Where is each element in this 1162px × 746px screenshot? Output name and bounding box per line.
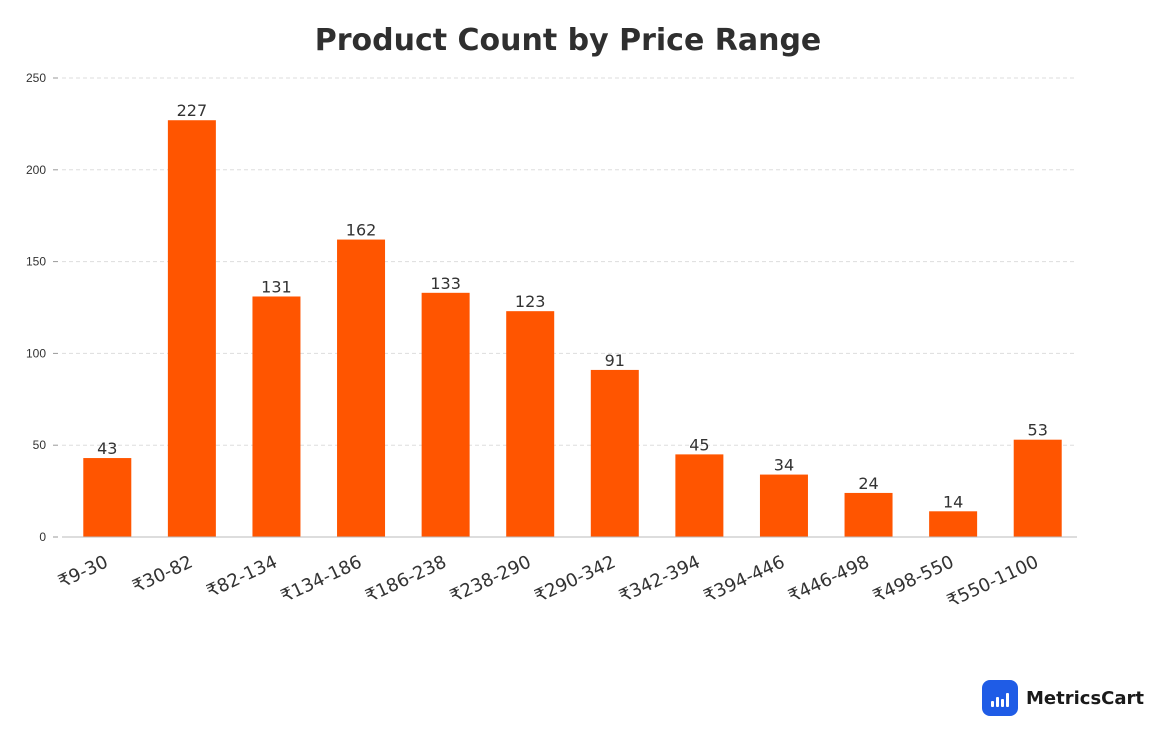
- data-label: 34: [774, 456, 794, 475]
- data-label: 14: [943, 492, 963, 511]
- y-tick-label: 50: [33, 438, 47, 452]
- y-tick-label: 250: [26, 71, 46, 85]
- y-tick-label: 150: [26, 255, 46, 269]
- y-tick-label: 200: [26, 163, 46, 177]
- x-tick-label: ₹342-394: [616, 551, 703, 607]
- data-label: 162: [346, 221, 377, 240]
- x-tick-label: ₹82-134: [204, 551, 281, 602]
- bar: [252, 296, 301, 537]
- data-label: 43: [97, 439, 117, 458]
- data-label: 131: [261, 277, 292, 296]
- bar: [1013, 439, 1062, 537]
- bar: [675, 454, 724, 537]
- data-label: 91: [605, 351, 625, 370]
- data-label: 123: [515, 292, 546, 311]
- x-tick-label: ₹394-446: [701, 551, 788, 607]
- data-labels: 43 227 131 162 133 123 91 45 34 24 14 53: [97, 101, 1048, 511]
- bar: [590, 369, 639, 537]
- x-tick-label: ₹550-1100: [944, 551, 1042, 612]
- gridlines: [62, 77, 1077, 446]
- brand-name: MetricsCart: [1026, 687, 1144, 709]
- x-tick-label: ₹9-30: [55, 551, 111, 592]
- data-label: 53: [1028, 421, 1048, 440]
- bar-chart-icon: [982, 680, 1018, 716]
- x-axis: ₹9-30 ₹30-82 ₹82-134₹134-186₹186-238₹238-2…: [55, 536, 1077, 612]
- x-tick-label: ₹238-290: [447, 551, 534, 607]
- y-tick-label: 100: [26, 346, 46, 360]
- x-tick-label: ₹498-550: [870, 551, 957, 607]
- x-tick-label: ₹30-82: [129, 551, 196, 597]
- chart-title: Product Count by Price Range: [315, 23, 822, 58]
- x-tick-label: ₹134-186: [278, 551, 365, 607]
- bar: [929, 511, 978, 537]
- x-tick-label: ₹186-238: [362, 551, 449, 607]
- data-label: 24: [858, 474, 878, 493]
- x-tick-label: ₹290-342: [531, 551, 618, 607]
- data-label: 227: [177, 101, 208, 120]
- data-label: 133: [430, 274, 461, 293]
- bar: [83, 458, 132, 537]
- bar: [506, 311, 555, 537]
- y-axis: 0 50 100 150 200 250: [26, 71, 58, 544]
- bar: [759, 474, 808, 537]
- bar: [844, 492, 893, 537]
- bars: [83, 120, 1062, 537]
- bar: [337, 239, 386, 537]
- bar: [421, 292, 470, 537]
- brand-badge: MetricsCart: [982, 680, 1144, 716]
- y-tick-label: 0: [39, 530, 46, 544]
- x-tick-label: ₹446-498: [785, 551, 872, 607]
- bar: [167, 120, 216, 537]
- data-label: 45: [689, 435, 709, 454]
